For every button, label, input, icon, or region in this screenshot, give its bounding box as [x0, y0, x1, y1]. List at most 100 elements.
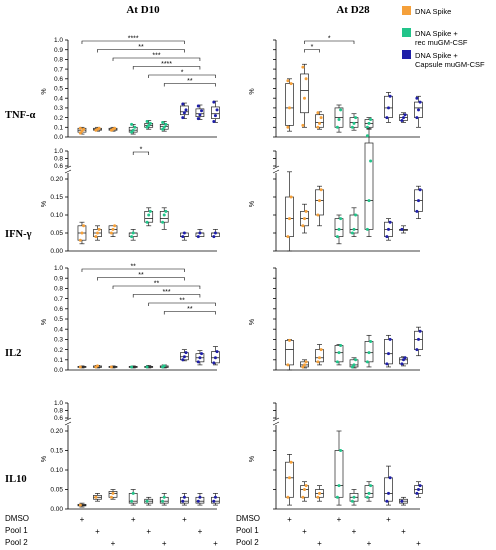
- data-point: [198, 113, 202, 117]
- data-point: [369, 159, 373, 163]
- data-point: [415, 96, 419, 100]
- data-point: [367, 351, 371, 355]
- data-point: [80, 231, 84, 235]
- y-axis-label: %: [249, 201, 256, 207]
- data-point: [318, 491, 321, 495]
- data-point: [289, 195, 293, 199]
- data-point: [301, 123, 305, 127]
- panel-1: % * *: [249, 36, 423, 138]
- sig-bracket: [112, 57, 201, 61]
- data-point: [198, 231, 202, 235]
- y-tick-label: 0.3: [54, 105, 63, 112]
- data-point: [350, 499, 354, 503]
- data-point: [400, 362, 404, 366]
- sig-bracket: [304, 49, 320, 53]
- data-point: [200, 109, 204, 113]
- data-point: [387, 352, 390, 356]
- sig-label: *: [181, 70, 184, 77]
- y-tick-label: 0.4: [54, 95, 63, 102]
- data-point: [304, 484, 308, 488]
- data-point: [303, 363, 306, 367]
- data-point: [213, 495, 217, 499]
- data-point: [316, 213, 320, 217]
- sig-label: **: [154, 281, 160, 288]
- box: [300, 73, 309, 114]
- data-point: [402, 116, 405, 120]
- data-point: [387, 227, 390, 231]
- y-tick-label: 0.6: [54, 76, 63, 83]
- data-point: [182, 355, 186, 359]
- legend-label-2: DNA Spike +: [415, 51, 458, 60]
- data-point: [318, 121, 321, 125]
- y-tick-label: 0.0: [54, 134, 63, 141]
- sig-label: **: [187, 78, 193, 85]
- sig-bracket: [112, 285, 201, 289]
- condition-plus: +: [95, 527, 100, 536]
- sig-bracket: [163, 311, 216, 315]
- y-tick-label: 0.10: [50, 467, 63, 474]
- data-point: [212, 361, 216, 365]
- data-point: [113, 224, 117, 228]
- sig-bracket: [97, 49, 185, 53]
- data-point: [181, 499, 185, 503]
- y-tick-label: 0.8: [54, 156, 63, 163]
- data-point: [213, 231, 217, 235]
- y-axis-label: %: [41, 88, 48, 94]
- legend-label-1: DNA Spike +: [415, 29, 458, 38]
- data-point: [365, 125, 369, 129]
- sig-label: **: [179, 298, 185, 305]
- data-point: [417, 199, 420, 203]
- data-point: [196, 360, 200, 364]
- data-point: [78, 238, 82, 242]
- data-point: [288, 217, 291, 221]
- data-point: [352, 495, 356, 499]
- condition-plus: +: [213, 539, 218, 548]
- y-tick-label: 0.1: [54, 125, 63, 132]
- data-point: [352, 121, 356, 125]
- data-point: [286, 363, 290, 367]
- data-point: [78, 126, 82, 130]
- data-point: [400, 227, 404, 231]
- box: [364, 142, 374, 230]
- data-point: [286, 235, 290, 239]
- panel-7: %: [249, 402, 423, 510]
- data-point: [181, 116, 185, 120]
- condition-label-1: Pool 1: [5, 526, 28, 535]
- data-point: [385, 235, 389, 239]
- condition-plus: +: [182, 515, 187, 524]
- data-point: [400, 119, 404, 123]
- data-point: [97, 227, 101, 231]
- box: [159, 211, 169, 223]
- data-point: [339, 449, 343, 452]
- data-point: [335, 235, 339, 239]
- data-point: [97, 126, 101, 130]
- data-point: [415, 348, 419, 352]
- data-point: [415, 116, 419, 120]
- data-point: [352, 363, 356, 367]
- data-point: [288, 106, 291, 110]
- sig-label: ****: [161, 61, 172, 68]
- data-point: [303, 488, 306, 491]
- column-title-1: At D28: [336, 4, 370, 16]
- condition-label-2: Pool 2: [236, 538, 259, 547]
- box: [315, 349, 324, 363]
- sig-label: **: [138, 272, 144, 279]
- y-tick-label: 0.9: [54, 47, 63, 54]
- condition-plus: +: [317, 539, 322, 548]
- data-point: [198, 356, 202, 360]
- y-tick-label: 0.8: [54, 286, 63, 293]
- condition-plus: +: [386, 515, 391, 524]
- data-point: [304, 77, 308, 81]
- data-point: [319, 348, 323, 352]
- data-point: [161, 120, 165, 124]
- data-point: [415, 209, 419, 213]
- data-point: [319, 116, 323, 120]
- y-tick-label: 0.00: [50, 248, 63, 255]
- legend-label-2: Capsule muGM-CSF: [415, 60, 485, 69]
- panel-3: %: [249, 128, 423, 252]
- sig-label: *: [328, 36, 331, 43]
- data-point: [196, 499, 200, 503]
- data-point: [354, 116, 358, 120]
- y-tick-label: 0.6: [54, 415, 63, 422]
